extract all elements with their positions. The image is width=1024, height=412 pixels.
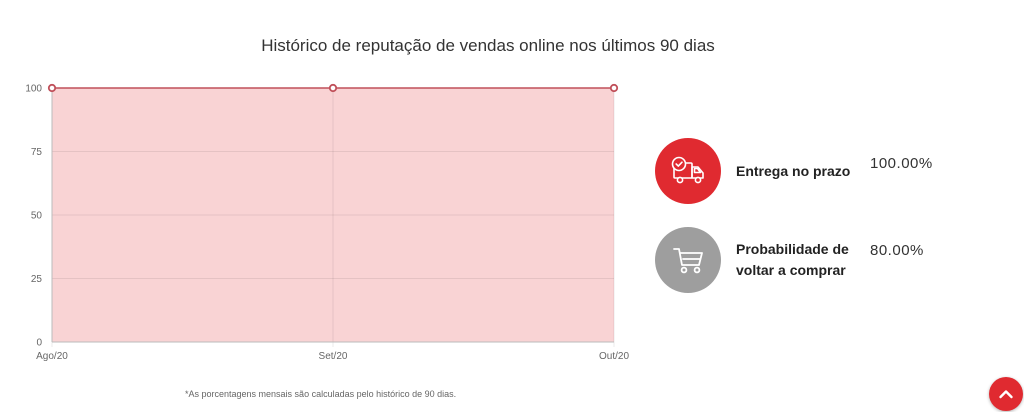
scroll-to-top-button[interactable] [989,377,1023,411]
delivery-truck-clock-icon [655,138,721,204]
reputation-area-chart: 0 25 50 75 100 Ago/20 Set/20 Out/20 [25,83,629,363]
y-tick-label: 100 [25,84,42,95]
chart-title: Histórico de reputação de vendas online … [261,36,715,55]
data-point [609,83,619,93]
metric-value: 100.00% [870,155,933,172]
shopping-cart-icon [655,227,721,293]
data-point [47,83,57,93]
metric-return-probability: Probabilidade de voltar a comprar 80.00% [655,227,923,293]
x-tick-label: Ago/20 [36,351,68,362]
y-tick-label: 0 [36,338,42,349]
y-tick-label: 25 [31,274,43,285]
y-tick-label: 50 [31,211,43,222]
chevron-up-icon [999,390,1013,399]
metric-label: Probabilidade de voltar a comprar [736,241,849,278]
metric-value: 80.00% [870,242,924,259]
metric-label: Entrega no prazo [736,162,851,179]
area-fill [52,88,614,342]
metric-on-time-delivery: Entrega no prazo 100.00% [655,138,932,204]
y-tick-label: 75 [31,147,43,158]
x-tick-label: Set/20 [319,351,348,362]
x-tick-label: Out/20 [599,351,629,362]
footnote: *As porcentagens mensais são calculadas … [185,389,457,399]
data-point [328,83,338,93]
